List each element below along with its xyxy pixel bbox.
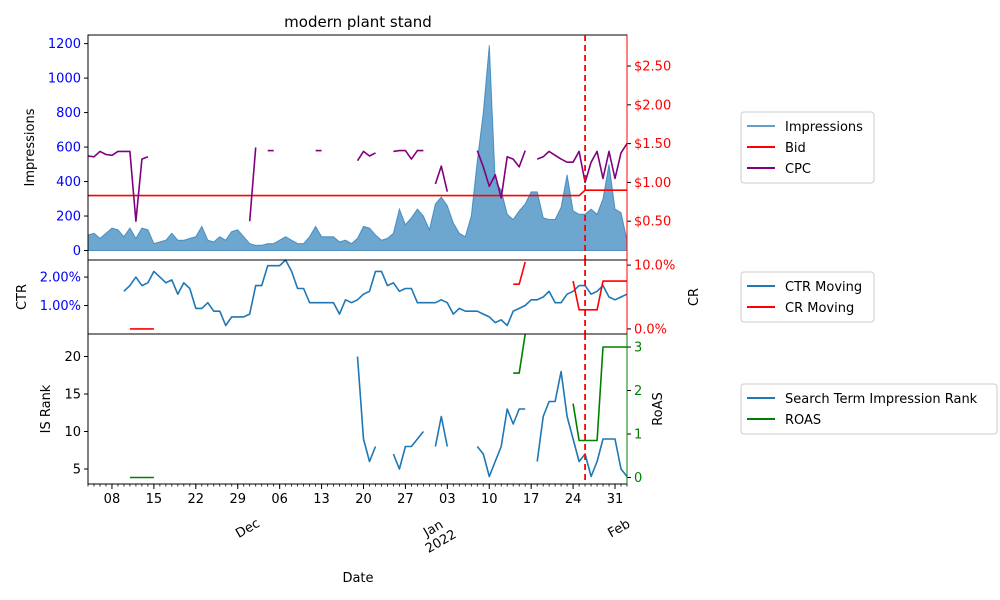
y-tick-label: 2.00% — [40, 271, 81, 286]
y-right-tick-label: $2.50 — [634, 60, 671, 75]
y-tick-label: 0 — [73, 244, 81, 259]
panel-middle: 1.00% 2.00% 0.0% 10.0% CTR CR — [15, 259, 702, 338]
legend-label: ROAS — [785, 413, 821, 428]
y-axis-label: IS Rank — [39, 384, 54, 433]
x-tick-label: 31 — [607, 492, 624, 507]
y-axis-label: CTR — [15, 284, 30, 310]
series-impressions-area — [87, 45, 628, 251]
series-roas-segment — [572, 346, 627, 442]
x-tick-label: 17 — [523, 492, 540, 507]
legend-label: Search Term Impression Rank — [785, 392, 978, 407]
series-bid-segment — [88, 189, 627, 197]
y-right-tick-label: 0 — [634, 471, 642, 486]
legend-label: Bid — [785, 141, 806, 156]
series-cr-moving-segment — [572, 280, 627, 311]
legend-label: CTR Moving — [785, 280, 862, 295]
legend-label: CR Moving — [785, 301, 854, 316]
x-tick-label: 20 — [355, 492, 372, 507]
legend-label: CPC — [785, 162, 811, 177]
series-cr-moving-segment — [513, 261, 526, 286]
y-tick-label: 5 — [73, 463, 81, 478]
x-tick-label: 22 — [188, 492, 205, 507]
y-tick-label: 600 — [56, 141, 81, 156]
y-right-axis-label: CR — [687, 288, 702, 306]
series-cpc-segment — [434, 165, 449, 192]
legend-middle: CTR Moving CR Moving — [740, 271, 875, 323]
y-tick-label: 200 — [56, 210, 81, 225]
series-cr-moving — [129, 261, 627, 330]
x-tick-label: 15 — [146, 492, 163, 507]
panel-bottom: 5 10 15 20 0 1 2 3 IS Rank RoAS — [39, 333, 666, 486]
y-right-tick-label: $2.00 — [634, 98, 671, 113]
series-cpc-segment — [393, 149, 424, 160]
y-right-tick-label: 2 — [634, 384, 642, 399]
series-cpc-segment — [248, 147, 257, 222]
y-tick-label: 20 — [64, 350, 81, 365]
y-right-tick-label: $1.50 — [634, 137, 671, 152]
legends: Impressions Bid CPC CTR Moving CR Moving Sear… — [740, 111, 998, 435]
y-right-tick-label: 1 — [634, 428, 642, 443]
x-tick-label: 29 — [229, 492, 246, 507]
series-cpc-segment — [536, 143, 628, 184]
y-right-tick-label: $1.00 — [634, 176, 671, 191]
series-search-term-impression-rank-segment — [392, 431, 425, 470]
series-search-term-impression-rank-segment — [356, 356, 377, 463]
series-search-term-impression-rank-segment — [476, 408, 526, 478]
y-tick-label: 800 — [56, 106, 81, 121]
y-tick-label: 15 — [64, 388, 81, 403]
y-tick-label: 1200 — [48, 37, 81, 52]
x-tick-label: 10 — [481, 492, 498, 507]
series-roas — [129, 333, 627, 479]
legend-box — [740, 271, 875, 323]
y-tick-label: 1000 — [48, 72, 81, 87]
x-tick-label: 08 — [104, 492, 121, 507]
x-tick-label: 24 — [565, 492, 582, 507]
series-ctr-moving — [123, 259, 628, 327]
series-roas-segment — [513, 333, 526, 374]
chart-panels: 020040060080010001200$0.50$1.00$1.50$2.0… — [15, 34, 702, 486]
chart-title: modern plant stand — [284, 13, 432, 31]
series-search-term-impression-rank-segment — [434, 415, 449, 447]
series-bid — [88, 189, 627, 197]
y-right-axis-label: RoAS — [651, 392, 666, 426]
series-search-term-impression-rank-segment — [536, 370, 628, 478]
legend-box — [740, 383, 998, 435]
y-tick-label: 400 — [56, 175, 81, 190]
legend-label: Impressions — [785, 120, 863, 135]
series-cpc-segment — [476, 150, 526, 199]
x-tick-label: 06 — [271, 492, 288, 507]
x-axis-label: Date — [342, 571, 373, 586]
x-tick-label: 03 — [439, 492, 456, 507]
series-cpc-segment — [87, 150, 149, 222]
x-tick-label: 13 — [313, 492, 330, 507]
y-axis-label: Impressions — [23, 108, 38, 186]
y-tick-label: 1.00% — [40, 299, 81, 314]
legend-bottom: Search Term Impression Rank ROAS — [740, 383, 998, 435]
y-right-tick-label: $0.50 — [634, 215, 671, 230]
y-right-tick-label: 3 — [634, 341, 642, 356]
y-right-tick-label: 10.0% — [634, 259, 675, 274]
legend-box — [740, 111, 875, 184]
series-ctr-moving-segment — [123, 259, 628, 327]
panel-top: 0 200 400 600 800 1000 1200 $0.50 $1.00 $1.50 $2.0… — [23, 34, 671, 261]
series-cpc — [87, 143, 628, 222]
series-cpc-segment — [356, 150, 376, 162]
y-right-tick-label: 0.0% — [634, 322, 667, 337]
series-search-term-impression-rank — [356, 356, 628, 478]
legend-top: Impressions Bid CPC — [740, 111, 875, 184]
y-tick-label: 10 — [64, 425, 81, 440]
x-tick-label: 27 — [397, 492, 414, 507]
